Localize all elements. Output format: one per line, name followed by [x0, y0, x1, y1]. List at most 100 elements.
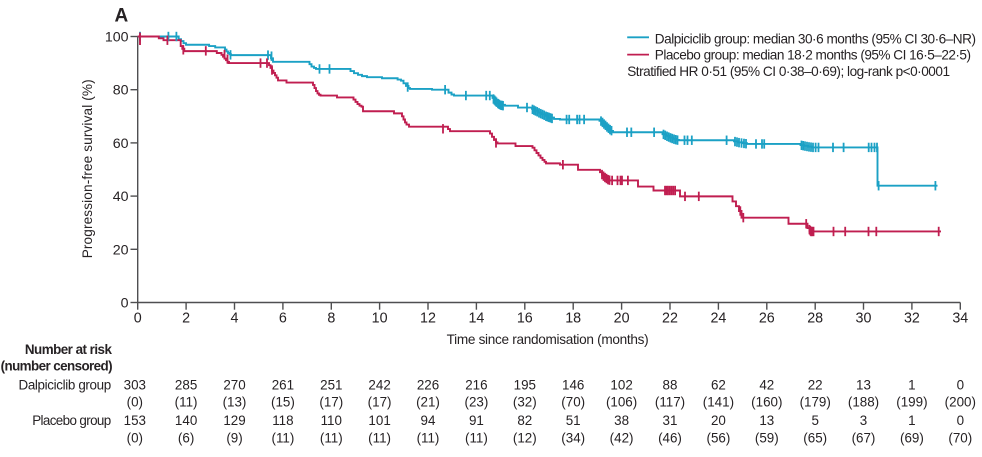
svg-text:(56): (56): [706, 430, 730, 445]
svg-text:0: 0: [957, 413, 964, 428]
svg-text:Dalpiciclib group: median 30·6: Dalpiciclib group: median 30·6 months (9…: [655, 31, 976, 46]
svg-text:110: 110: [321, 413, 342, 428]
svg-text:(11): (11): [368, 430, 391, 445]
svg-text:(46): (46): [658, 430, 682, 445]
svg-text:270: 270: [223, 377, 245, 392]
svg-text:(21): (21): [416, 394, 440, 409]
svg-text:216: 216: [465, 377, 487, 392]
svg-text:30: 30: [856, 311, 872, 327]
svg-text:(6): (6): [178, 430, 194, 445]
svg-text:40: 40: [113, 189, 129, 205]
svg-text:1: 1: [908, 377, 915, 392]
svg-text:38: 38: [614, 413, 629, 428]
svg-text:(11): (11): [271, 430, 294, 445]
svg-text:13: 13: [856, 377, 871, 392]
svg-text:62: 62: [711, 377, 726, 392]
svg-text:32: 32: [904, 311, 920, 327]
svg-text:102: 102: [610, 377, 632, 392]
svg-text:Placebo group: Placebo group: [32, 413, 111, 428]
svg-text:(17): (17): [368, 394, 392, 409]
svg-text:(11): (11): [175, 394, 198, 409]
svg-text:0: 0: [121, 296, 129, 312]
svg-text:153: 153: [124, 413, 146, 428]
svg-text:42: 42: [759, 377, 774, 392]
svg-text:(11): (11): [320, 430, 343, 445]
svg-text:(23): (23): [464, 394, 488, 409]
svg-text:34: 34: [952, 311, 968, 327]
svg-text:8: 8: [327, 311, 335, 327]
svg-text:(160): (160): [751, 394, 782, 409]
svg-text:10: 10: [372, 311, 388, 327]
svg-text:(0): (0): [127, 430, 143, 445]
svg-text:(199): (199): [896, 394, 927, 409]
svg-text:94: 94: [421, 413, 436, 428]
svg-text:140: 140: [175, 413, 197, 428]
svg-text:261: 261: [272, 377, 294, 392]
svg-text:5: 5: [811, 413, 818, 428]
svg-text:303: 303: [124, 377, 146, 392]
svg-text:285: 285: [175, 377, 197, 392]
svg-text:31: 31: [663, 413, 678, 428]
svg-text:20: 20: [113, 242, 129, 258]
svg-text:18: 18: [565, 311, 581, 327]
svg-text:2: 2: [182, 311, 190, 327]
svg-text:(69): (69): [900, 430, 924, 445]
svg-text:101: 101: [368, 413, 390, 428]
svg-text:Progression-free survival (%): Progression-free survival (%): [80, 79, 95, 258]
svg-text:195: 195: [514, 377, 536, 392]
svg-text:1: 1: [908, 413, 915, 428]
svg-text:28: 28: [807, 311, 823, 327]
svg-text:(32): (32): [513, 394, 537, 409]
svg-text:22: 22: [808, 377, 823, 392]
svg-text:6: 6: [279, 311, 287, 327]
svg-text:(0): (0): [127, 394, 143, 409]
svg-text:(117): (117): [655, 394, 685, 409]
svg-text:Stratified HR 0·51 (95% CI 0·3: Stratified HR 0·51 (95% CI 0·38–0·69); l…: [627, 64, 950, 79]
svg-text:51: 51: [566, 413, 581, 428]
svg-text:4: 4: [231, 311, 239, 327]
svg-text:(70): (70): [561, 394, 585, 409]
svg-text:226: 226: [417, 377, 439, 392]
svg-text:(number censored): (number censored): [1, 359, 113, 374]
svg-text:(70): (70): [948, 430, 972, 445]
svg-text:(141): (141): [703, 394, 734, 409]
svg-text:22: 22: [662, 311, 678, 327]
svg-text:13: 13: [759, 413, 774, 428]
svg-text:Number at risk: Number at risk: [25, 342, 113, 357]
svg-text:(13): (13): [223, 394, 247, 409]
svg-text:118: 118: [272, 413, 293, 428]
svg-text:14: 14: [468, 311, 484, 327]
svg-text:Time since randomisation (mont: Time since randomisation (months): [447, 332, 649, 347]
svg-text:0: 0: [134, 311, 142, 327]
svg-text:(200): (200): [945, 394, 976, 409]
svg-text:26: 26: [759, 311, 775, 327]
svg-text:146: 146: [562, 377, 584, 392]
svg-text:(34): (34): [561, 430, 585, 445]
svg-text:(11): (11): [417, 430, 440, 445]
svg-text:242: 242: [368, 377, 390, 392]
svg-text:129: 129: [223, 413, 245, 428]
svg-text:(17): (17): [319, 394, 343, 409]
svg-text:88: 88: [663, 377, 678, 392]
svg-text:(67): (67): [852, 430, 876, 445]
svg-text:3: 3: [860, 413, 867, 428]
svg-text:100: 100: [105, 30, 129, 46]
svg-text:Placebo group: median 18·2 mon: Placebo group: median 18·2 months (95% C…: [655, 47, 971, 62]
svg-text:Dalpiciclib group: Dalpiciclib group: [19, 377, 112, 392]
svg-text:(12): (12): [513, 430, 537, 445]
svg-text:(59): (59): [755, 430, 779, 445]
svg-text:16: 16: [517, 311, 533, 327]
svg-text:A: A: [115, 6, 129, 27]
svg-text:(179): (179): [800, 394, 831, 409]
svg-text:(188): (188): [848, 394, 879, 409]
svg-text:20: 20: [711, 413, 726, 428]
svg-text:91: 91: [469, 413, 484, 428]
svg-text:60: 60: [113, 136, 129, 152]
svg-text:(9): (9): [226, 430, 242, 445]
svg-text:251: 251: [320, 377, 342, 392]
svg-text:(15): (15): [271, 394, 295, 409]
svg-text:(42): (42): [610, 430, 634, 445]
svg-text:82: 82: [517, 413, 532, 428]
svg-text:80: 80: [113, 83, 129, 99]
svg-text:20: 20: [614, 311, 630, 327]
